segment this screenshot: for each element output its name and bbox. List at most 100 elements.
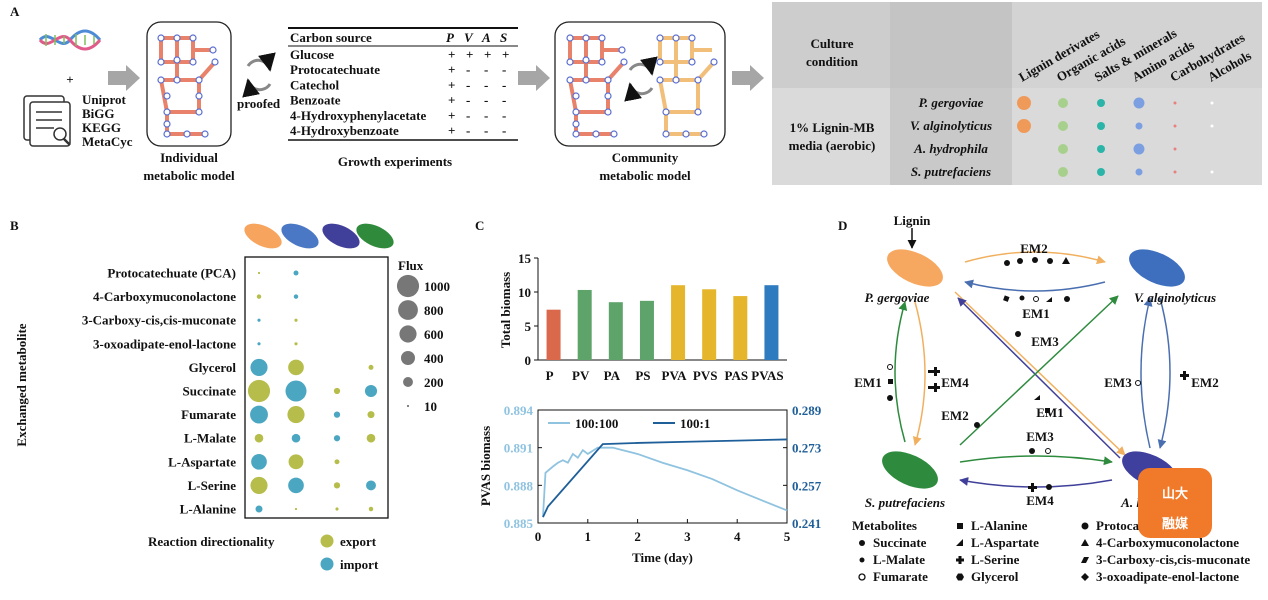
- size-legend-label: 800: [424, 303, 444, 318]
- growth-sign: -: [466, 93, 470, 108]
- carbon-source: Protocatechuate: [290, 62, 380, 77]
- legend-symbol: [859, 557, 865, 563]
- organism-label: V. alginolyticus: [1134, 290, 1216, 305]
- y-tick-label: 15: [518, 251, 532, 266]
- condition-label: media (aerobic): [789, 138, 876, 153]
- column-header: V: [464, 30, 474, 45]
- bubble: [256, 294, 262, 299]
- growth-sign: -: [484, 77, 488, 92]
- edge-label: EM3: [1031, 334, 1059, 349]
- edge-label: EM2: [1191, 375, 1218, 390]
- x-tick-label: PA: [604, 368, 621, 383]
- x-tick-label: 5: [784, 529, 791, 544]
- bubble: [288, 454, 304, 470]
- legend-label: L-Alanine: [971, 518, 1028, 533]
- plot-frame: [537, 409, 788, 524]
- size-legend-mark: [396, 274, 420, 298]
- growth-sign: +: [502, 47, 509, 62]
- dna-icon: [38, 29, 102, 51]
- bubble: [257, 271, 261, 275]
- growth-sign: -: [466, 123, 470, 138]
- model-caption: Individual: [160, 150, 218, 165]
- organism-label: S. putrefaciens: [865, 495, 945, 510]
- legend-label: Succinate: [873, 535, 927, 550]
- organism-node: [1129, 249, 1185, 287]
- bar: [733, 296, 748, 360]
- data-line: [542, 446, 788, 517]
- legend-title: Flux: [398, 258, 424, 273]
- column-header: S: [500, 30, 507, 45]
- legend-label: 3-Carboxy-cis,cis-muconate: [1096, 552, 1250, 567]
- bubble: [335, 507, 339, 511]
- edge-label: EM1: [854, 375, 881, 390]
- edge-label: EM3: [1104, 375, 1132, 390]
- model-caption: Community: [612, 150, 679, 165]
- category-label: 3-oxoadipate-enol-lactone: [93, 336, 236, 351]
- edges: [894, 251, 1171, 488]
- growth-sign: -: [502, 123, 506, 138]
- bubble: [287, 406, 305, 424]
- edge-label: EM4: [1026, 493, 1054, 508]
- organism-icon: [322, 223, 360, 249]
- x-tick-label: PVA: [662, 368, 688, 383]
- watermark-text: 山大: [1162, 486, 1188, 502]
- bubble: [368, 364, 374, 370]
- y2-tick-label: 0.273: [792, 441, 822, 456]
- column-header: Carbon source: [290, 30, 372, 45]
- size-legend-mark: [401, 351, 415, 365]
- refresh-icon: [242, 52, 276, 98]
- bubble: [250, 358, 268, 376]
- legend-label: Glycerol: [971, 569, 1019, 584]
- bubble: [333, 435, 341, 442]
- legend-label: 4-Carboxymuconolactone: [1096, 535, 1239, 550]
- bubble: [288, 477, 304, 494]
- x-tick-label: 1: [585, 529, 592, 544]
- growth-sign: -: [484, 123, 488, 138]
- bubble: [250, 405, 268, 424]
- size-legend-label: 200: [424, 375, 444, 390]
- x-tick-label: PV: [572, 368, 590, 383]
- edge-label: EM2: [1020, 241, 1047, 256]
- model-caption: metabolic model: [599, 168, 691, 183]
- bubble: [255, 505, 263, 513]
- edge-label: EM1: [1036, 405, 1063, 420]
- bubble: [294, 318, 298, 322]
- organism-label: V. alginolyticus: [910, 118, 992, 133]
- size-legend-mark: [403, 377, 413, 387]
- size-legend-mark: [398, 300, 418, 320]
- legend-label: 100:100: [575, 416, 618, 431]
- y-tick-label: 0.885: [504, 516, 534, 531]
- legend-label: Fumarate: [873, 569, 928, 584]
- organism-label: P. gergoviae: [865, 290, 930, 305]
- edge-label: EM4: [941, 375, 969, 390]
- carbon-source: Catechol: [290, 77, 339, 92]
- organism-label: S. putrefaciens: [911, 164, 991, 179]
- x-tick-label: PAS: [725, 368, 749, 383]
- database-name: BiGG: [82, 106, 115, 121]
- growth-sign: -: [502, 77, 506, 92]
- bubble: [285, 380, 307, 402]
- plot-frame: [244, 256, 389, 519]
- table-header: condition: [806, 54, 859, 69]
- table-caption: Growth experiments: [338, 154, 452, 169]
- legend-symbol: [858, 573, 866, 581]
- axis: [537, 258, 787, 361]
- database-name: KEGG: [82, 120, 121, 135]
- category-label: Succinate: [183, 384, 237, 399]
- edge-label: EM1: [1022, 306, 1049, 321]
- bubble: [257, 342, 261, 346]
- bubble: [334, 459, 340, 465]
- growth-sign: +: [448, 47, 455, 62]
- bubble: [257, 318, 261, 322]
- growth-sign: +: [448, 93, 455, 108]
- axis-label: Time (day): [632, 550, 693, 565]
- legend-symbol: [957, 523, 963, 529]
- bubble: [247, 379, 271, 403]
- panel-label: B: [10, 218, 19, 233]
- organism-node: [882, 451, 938, 489]
- legend-label: 100:1: [680, 416, 710, 431]
- bubble: [366, 433, 376, 443]
- bar: [577, 289, 592, 360]
- y-tick-label: 0.891: [504, 441, 533, 456]
